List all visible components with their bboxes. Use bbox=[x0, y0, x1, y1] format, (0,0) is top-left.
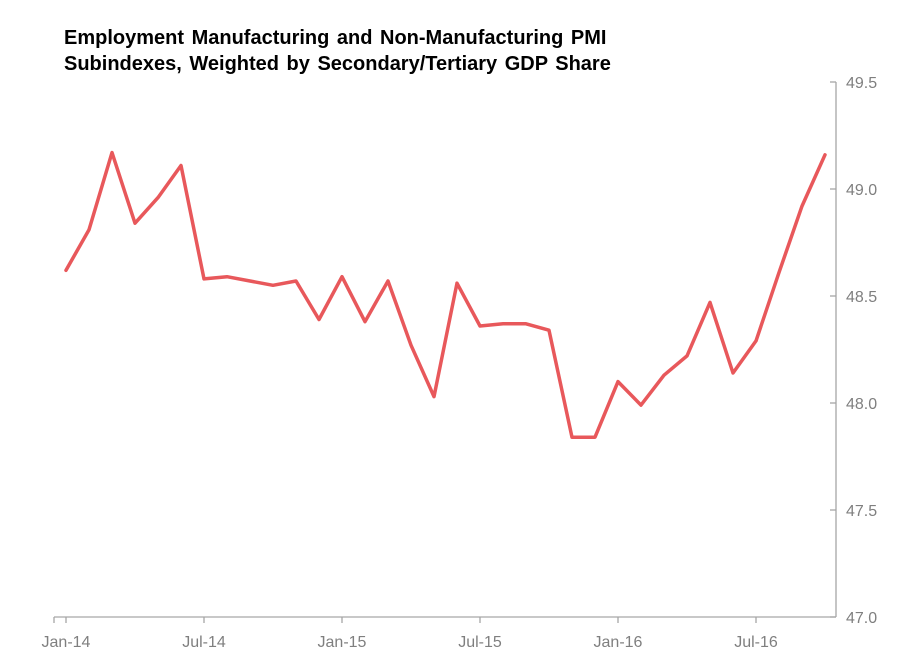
y-tick-label: 49.5 bbox=[846, 75, 877, 92]
chart-title-line-1: Employment Manufacturing and Non-Manufac… bbox=[64, 27, 607, 49]
y-tick-label: 47.0 bbox=[846, 610, 877, 627]
chart-title: Employment Manufacturing and Non-Manufac… bbox=[64, 25, 704, 77]
y-tick-label: 48.5 bbox=[846, 289, 877, 306]
x-tick-label: Jan-16 bbox=[594, 634, 643, 651]
series-line bbox=[64, 150, 827, 439]
x-tick-label: Jan-15 bbox=[318, 634, 367, 651]
y-tick-label: 47.5 bbox=[846, 503, 877, 520]
x-tick-label: Jul-15 bbox=[458, 634, 502, 651]
x-tick-label: Jul-14 bbox=[182, 634, 226, 651]
axes bbox=[53, 81, 837, 623]
series bbox=[64, 150, 827, 439]
y-tick-label: 48.0 bbox=[846, 396, 877, 413]
x-tick-label: Jan-14 bbox=[42, 634, 91, 651]
y-tick-label: 49.0 bbox=[846, 182, 877, 199]
chart-title-line-2: Subindexes, Weighted by Secondary/Tertia… bbox=[64, 53, 611, 75]
tick-labels: 49.5 49.0 48.5 48.0 47.5 47.0 Jan-14 Jul-14 Jan-… bbox=[42, 75, 878, 651]
x-tick-label: Jul-16 bbox=[734, 634, 778, 651]
